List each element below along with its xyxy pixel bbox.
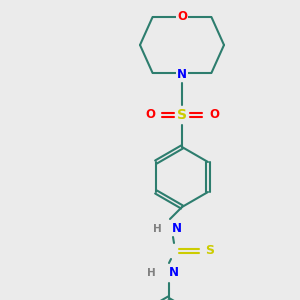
Text: H: H xyxy=(147,268,156,278)
Text: S: S xyxy=(206,244,214,257)
Text: O: O xyxy=(177,10,187,22)
Text: O: O xyxy=(145,109,155,122)
Text: N: N xyxy=(169,266,179,280)
Text: S: S xyxy=(177,108,187,122)
Text: N: N xyxy=(177,68,187,80)
Text: N: N xyxy=(172,223,182,236)
Text: O: O xyxy=(209,109,219,122)
Text: H: H xyxy=(153,224,162,234)
